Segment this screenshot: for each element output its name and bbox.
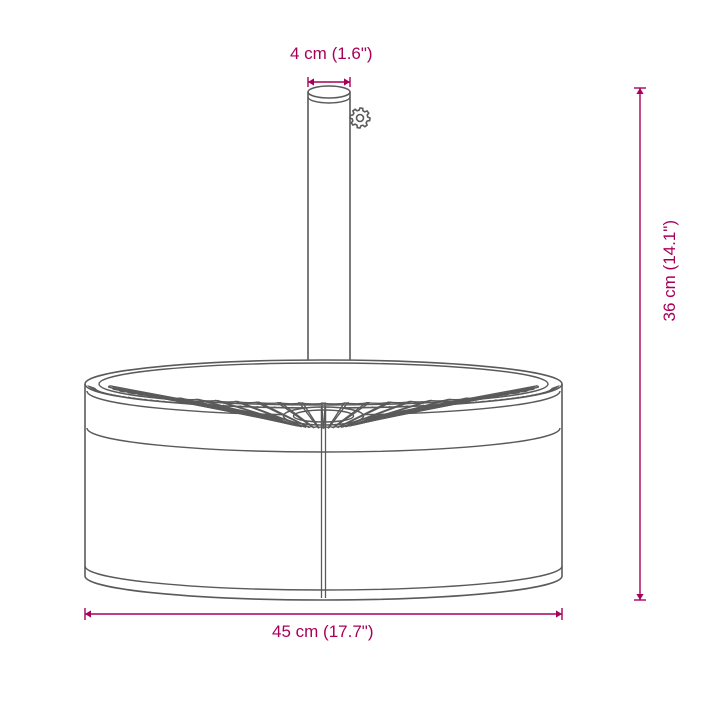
dim-label-diameter: 4 cm (1.6") — [290, 44, 373, 64]
dim-value: 45 cm — [272, 622, 318, 641]
drawing-svg — [0, 0, 724, 724]
dimension-diagram: 4 cm (1.6") 45 cm (17.7") 36 cm (14.1") — [0, 0, 724, 724]
dim-label-width: 45 cm (17.7") — [272, 622, 373, 642]
dim-value-in: (17.7") — [323, 622, 373, 641]
dim-value: 4 cm — [290, 44, 327, 63]
dim-value-in: (1.6") — [332, 44, 373, 63]
dim-value-in: (14.1") — [660, 220, 679, 270]
dim-label-height: 36 cm (14.1") — [660, 220, 680, 321]
dim-value: 36 cm — [660, 275, 679, 321]
